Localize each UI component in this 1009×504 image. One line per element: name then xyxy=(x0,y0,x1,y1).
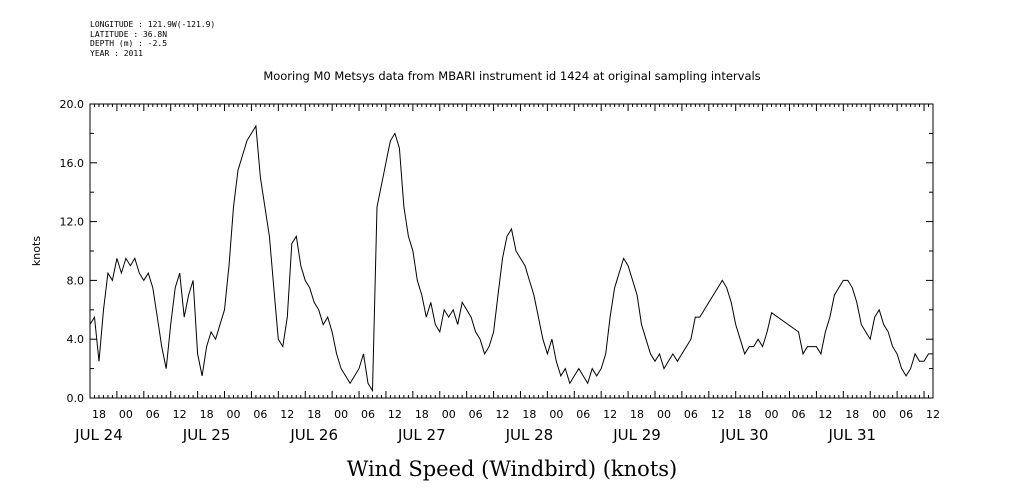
x-hour-label: 06 xyxy=(899,408,913,421)
metadata-depth: DEPTH (m) : -2.5 xyxy=(90,39,168,48)
x-day-label: JUL 26 xyxy=(289,426,338,444)
data-series xyxy=(89,124,933,393)
x-day-label: JUL 25 xyxy=(182,426,231,444)
x-hour-label: 06 xyxy=(576,408,590,421)
y-tick-label: 0.0 xyxy=(67,392,85,405)
x-hour-label: 12 xyxy=(280,408,294,421)
x-hour-label: 06 xyxy=(684,408,698,421)
x-hour-label: 12 xyxy=(818,408,832,421)
x-hour-label: 12 xyxy=(603,408,617,421)
x-hour-label: 00 xyxy=(334,408,348,421)
metadata-longitude: LONGITUDE : 121.9W(-121.9) xyxy=(90,20,216,29)
metadata-year: YEAR : 2011 xyxy=(90,48,143,58)
x-hour-label: 12 xyxy=(711,408,725,421)
x-hour-label: 06 xyxy=(469,408,483,421)
x-hour-label: 18 xyxy=(200,408,214,421)
x-hour-label: 18 xyxy=(845,408,859,421)
y-axis: 0.0 4.0 8.0 12.0 16.0 20.0 xyxy=(60,98,933,405)
x-day-label: JUL 29 xyxy=(612,426,661,444)
x-hour-label: 06 xyxy=(361,408,375,421)
x-hour-label: 12 xyxy=(173,408,187,421)
x-axis-label: Wind Speed (Windbird) (knots) xyxy=(347,457,677,481)
metadata-block: LONGITUDE : 121.9W(-121.9) LATITUDE : 36… xyxy=(90,20,215,58)
x-hour-label: 00 xyxy=(119,408,133,421)
x-hour-label: 18 xyxy=(522,408,536,421)
y-axis-label: knots xyxy=(30,236,43,266)
x-hour-label: 00 xyxy=(765,408,779,421)
x-hour-label: 06 xyxy=(146,408,160,421)
chart-title: Mooring M0 Metsys data from MBARI instru… xyxy=(263,69,760,83)
y-tick-label: 20.0 xyxy=(60,98,85,111)
x-axis: 18 00 06 12 18 00 06 12 18 00 06 12 18 00 06 12 18 00 06 12… xyxy=(74,104,940,444)
x-hour-label: 00 xyxy=(226,408,240,421)
x-hour-label: 12 xyxy=(388,408,402,421)
y-tick-label: 12.0 xyxy=(60,216,85,229)
y-tick-label: 16.0 xyxy=(60,157,85,170)
x-hour-label: 18 xyxy=(415,408,429,421)
x-hour-label: 18 xyxy=(92,408,106,421)
x-hour-label: 00 xyxy=(442,408,456,421)
x-hour-label: 18 xyxy=(307,408,321,421)
x-day-label: JUL 30 xyxy=(720,426,769,444)
x-hour-label: 12 xyxy=(496,408,510,421)
x-day-label: JUL 24 xyxy=(74,426,123,444)
x-hour-label: 18 xyxy=(630,408,644,421)
x-hour-label: 12 xyxy=(926,408,940,421)
x-hour-label: 06 xyxy=(253,408,267,421)
metadata-latitude: LATITUDE : 36.8N xyxy=(90,29,168,39)
y-tick-label: 8.0 xyxy=(67,274,85,287)
x-hour-label: 06 xyxy=(791,408,805,421)
y-tick-label: 4.0 xyxy=(67,333,85,346)
x-day-label: JUL 31 xyxy=(827,426,876,444)
x-hour-label: 00 xyxy=(549,408,563,421)
x-hour-label: 18 xyxy=(738,408,752,421)
x-hour-label: 00 xyxy=(657,408,671,421)
x-day-label: JUL 28 xyxy=(505,426,554,444)
plot-frame xyxy=(89,103,934,399)
x-day-label: JUL 27 xyxy=(397,426,446,444)
x-hour-label: 00 xyxy=(872,408,886,421)
wind-speed-line xyxy=(89,124,933,393)
